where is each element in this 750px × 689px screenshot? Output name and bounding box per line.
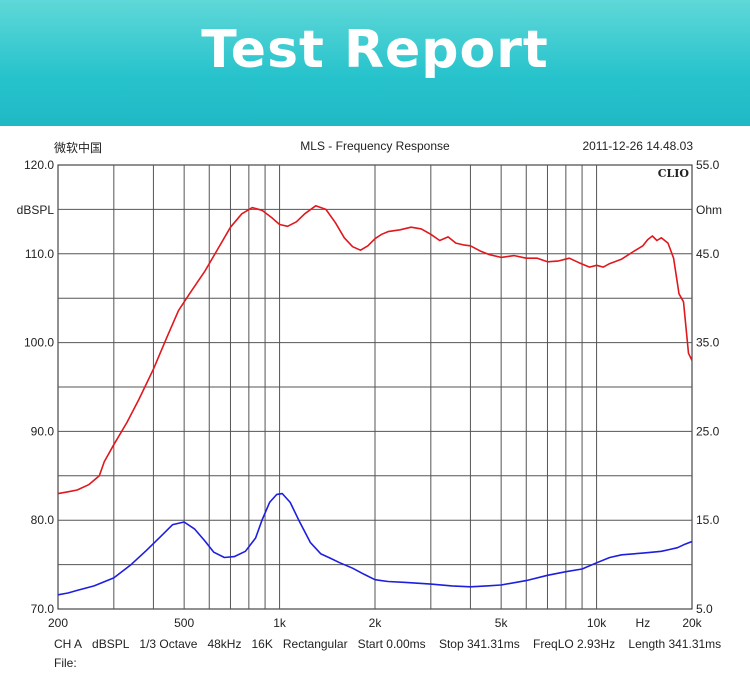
banner-title: Test Report [201, 20, 549, 80]
y-tick-label-4: 80.0 [31, 513, 55, 527]
y2-axis-label: Ohm [696, 203, 722, 217]
header-timestamp: 2011-12-26 14.48.03 [582, 139, 693, 153]
x-tick-label-2: 1k [273, 616, 287, 630]
y-tick-label-1: 110.0 [25, 247, 54, 261]
footer-window: Rectangular [282, 637, 348, 651]
clio-brand-mark: CLIO [658, 167, 690, 180]
impedance-line [58, 492, 692, 596]
y2-tick-label-5: 5.0 [696, 602, 713, 616]
footer-freqlo: FreqLO 2.93Hz [533, 637, 616, 651]
y-tick-label-2: 100.0 [24, 336, 54, 350]
footer-start: Start 0.00ms [357, 637, 426, 651]
y-tick-label-0: 120.0 [24, 158, 54, 172]
y2-tick-label-1: 45.0 [696, 247, 720, 261]
y2-tick-label-3: 25.0 [696, 424, 720, 438]
footer-fft-size: 16K [251, 637, 273, 651]
footer-sample-rate: 48kHz [207, 637, 242, 651]
header-company: 微软中国 [54, 141, 103, 155]
x-tick-label-6: Hz [636, 616, 651, 630]
banner: Test Report [0, 0, 750, 126]
y-tick-label-3: 90.0 [31, 424, 55, 438]
footer-file: File: [54, 656, 77, 670]
x-tick-label-0: 200 [48, 616, 68, 630]
y2-tick-label-4: 15.0 [696, 513, 720, 527]
y-axis-label: dBSPL [17, 203, 55, 217]
footer-stop: Stop 341.31ms [438, 637, 520, 651]
y-tick-label-5: 70.0 [31, 602, 55, 616]
footer-settings: CH A dBSPL 1/3 Octave 48kHz 16K Rectangu… [54, 637, 721, 651]
x-tick-label-4: 5k [495, 616, 509, 630]
y2-tick-label-2: 35.0 [696, 336, 720, 350]
x-tick-label-1: 500 [174, 616, 194, 630]
y2-tick-label-0: 55.0 [696, 158, 720, 172]
x-tick-label-3: 2k [369, 616, 383, 630]
footer-length: Length 341.31ms [628, 637, 722, 651]
footer-unit: dBSPL [92, 637, 130, 651]
footer-smoothing: 1/3 Octave [139, 637, 198, 651]
footer-channel: CH A [54, 637, 83, 651]
header-chart-title: MLS - Frequency Response [300, 139, 450, 153]
x-tick-label-7: 20k [682, 616, 702, 630]
spl-response-line [58, 205, 692, 495]
x-tick-label-5: 10k [587, 616, 607, 630]
